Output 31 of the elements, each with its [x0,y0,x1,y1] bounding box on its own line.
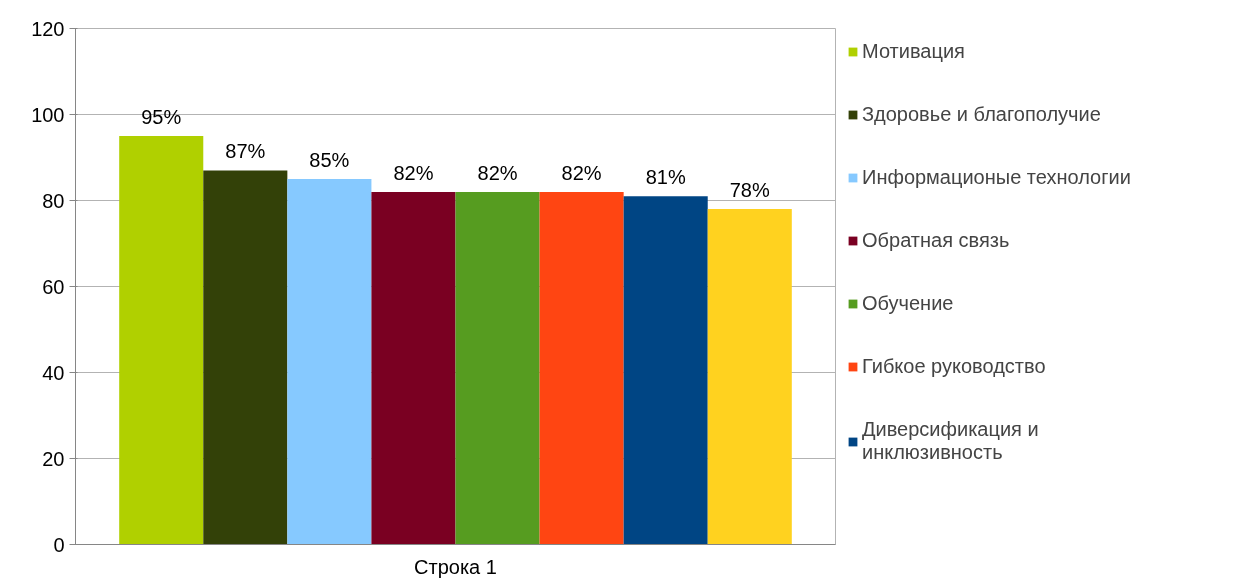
legend-label: Диверсификация и инклюзивность [862,418,1039,464]
legend-label: Обучение [862,292,954,315]
bar [371,191,456,545]
y-tick-label: 40 [42,361,65,384]
data-label: 85% [309,149,350,171]
data-label: 82% [393,161,434,184]
data-label: 87% [225,140,266,163]
y-tick-label: 80 [42,189,65,212]
bar [287,179,372,545]
y-tick-label: 120 [31,17,65,40]
bar [455,191,540,545]
y-tick-label: 100 [31,103,65,126]
legend-label: Информационые технологии [862,166,1131,189]
data-label: 82% [561,161,602,184]
bar [203,170,288,545]
bar [539,191,624,545]
legend-label: Мотивация [862,40,965,63]
bar [623,196,708,545]
bar [707,209,792,545]
bar [119,136,204,545]
y-tick-label: 20 [42,447,65,470]
data-label: 78% [729,179,770,202]
data-label: 81% [645,166,686,189]
data-label: 95% [141,106,182,128]
x-tick-label: Строка 1 [414,555,497,578]
legend-label: Обратная связь [862,229,1010,252]
legend-label: Гибкое руководство [862,355,1046,378]
y-tick-label: 0 [53,533,65,556]
y-tick-label: 60 [42,275,65,298]
legend-label: Здоровье и благополучие [862,103,1101,126]
data-label: 82% [477,161,518,184]
